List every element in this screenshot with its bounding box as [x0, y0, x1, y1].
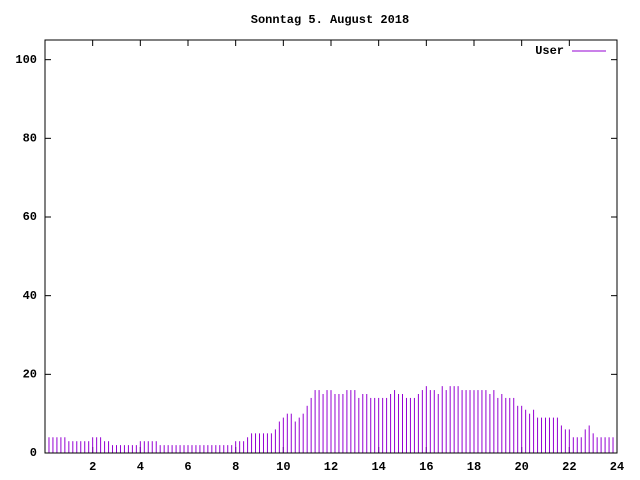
x-tick-label: 24 [610, 460, 624, 474]
x-tick-label: 6 [184, 460, 191, 474]
legend-label: User [535, 44, 564, 58]
x-tick-label: 12 [324, 460, 338, 474]
plot-border [44, 39, 618, 454]
x-tick-label: 22 [562, 460, 576, 474]
x-tick-label: 4 [137, 460, 144, 474]
chart-title: Sonntag 5. August 2018 [251, 13, 409, 27]
x-tick-label: 8 [232, 460, 239, 474]
x-tick-label: 20 [514, 460, 528, 474]
y-tick-label: 100 [15, 53, 37, 67]
x-tick-label: 14 [371, 460, 385, 474]
x-tick-label: 10 [276, 460, 290, 474]
x-tick-label: 2 [89, 460, 96, 474]
x-tick-label: 18 [467, 460, 481, 474]
y-tick-label: 40 [23, 289, 37, 303]
y-tick-label: 60 [23, 210, 37, 224]
x-tick-label: 16 [419, 460, 433, 474]
y-tick-label: 20 [23, 368, 37, 382]
y-tick-label: 80 [23, 132, 37, 146]
y-tick-label: 0 [30, 446, 37, 460]
